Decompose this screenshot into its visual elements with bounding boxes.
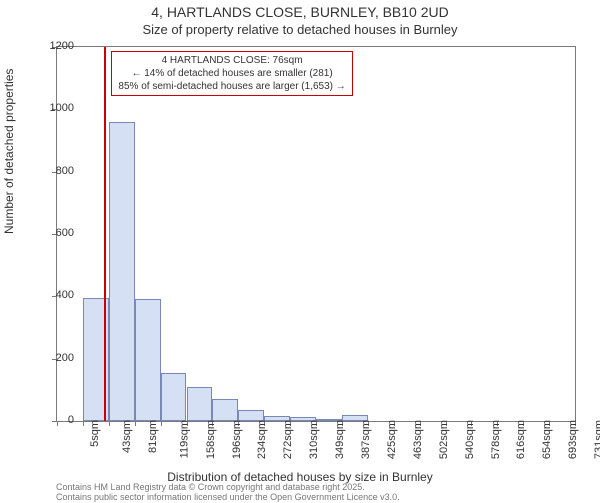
x-tick-label: 502sqm xyxy=(438,420,450,459)
y-tick-label: 0 xyxy=(34,414,74,426)
y-tick-label: 600 xyxy=(34,227,74,239)
x-tick-label: 310sqm xyxy=(308,420,320,459)
attribution-line-2: Contains public sector information licen… xyxy=(56,492,400,502)
histogram-bar xyxy=(109,122,135,421)
x-tick-label: 158sqm xyxy=(205,420,217,459)
x-tick-mark xyxy=(161,421,162,426)
x-tick-label: 693sqm xyxy=(567,420,579,459)
annotation-line: 4 HARTLANDS CLOSE: 76sqm xyxy=(118,54,345,67)
y-axis-label: Number of detached properties xyxy=(2,69,16,234)
plot-area: 4 HARTLANDS CLOSE: 76sqm← 14% of detache… xyxy=(56,46,576,422)
x-tick-label: 387sqm xyxy=(360,420,372,459)
x-tick-label: 234sqm xyxy=(257,420,269,459)
x-tick-mark xyxy=(83,421,84,426)
x-tick-mark xyxy=(135,421,136,426)
y-tick-label: 800 xyxy=(34,165,74,177)
histogram-bar xyxy=(135,299,161,421)
x-tick-label: 43sqm xyxy=(121,420,133,453)
y-tick-label: 400 xyxy=(34,289,74,301)
histogram-bar xyxy=(212,399,238,421)
title-line-2: Size of property relative to detached ho… xyxy=(0,22,600,37)
x-tick-mark xyxy=(109,421,110,426)
x-tick-label: 463sqm xyxy=(412,420,424,459)
property-marker-line xyxy=(104,47,106,421)
annotation-box: 4 HARTLANDS CLOSE: 76sqm← 14% of detache… xyxy=(111,51,352,96)
title-line-1: 4, HARTLANDS CLOSE, BURNLEY, BB10 2UD xyxy=(0,4,600,20)
x-tick-label: 349sqm xyxy=(334,420,346,459)
attribution-line-1: Contains HM Land Registry data © Crown c… xyxy=(56,482,400,492)
x-tick-label: 425sqm xyxy=(386,420,398,459)
x-tick-label: 540sqm xyxy=(464,420,476,459)
chart-title-block: 4, HARTLANDS CLOSE, BURNLEY, BB10 2UD Si… xyxy=(0,0,600,37)
histogram-bar xyxy=(187,387,213,421)
x-tick-label: 616sqm xyxy=(516,420,528,459)
annotation-line: ← 14% of detached houses are smaller (28… xyxy=(118,67,345,80)
x-tick-label: 654sqm xyxy=(541,420,553,459)
x-tick-label: 731sqm xyxy=(593,420,600,459)
x-tick-label: 196sqm xyxy=(231,420,243,459)
bars-container xyxy=(57,47,575,421)
histogram-bar xyxy=(161,373,187,421)
x-tick-label: 119sqm xyxy=(178,420,190,458)
y-tick-label: 1200 xyxy=(34,40,74,52)
x-tick-label: 5sqm xyxy=(89,420,101,447)
annotation-line: 85% of semi-detached houses are larger (… xyxy=(118,80,345,93)
x-tick-label: 578sqm xyxy=(490,420,502,459)
y-tick-label: 200 xyxy=(34,352,74,364)
x-tick-label: 81sqm xyxy=(147,420,159,453)
x-tick-label: 272sqm xyxy=(282,420,294,459)
y-tick-label: 1000 xyxy=(34,102,74,114)
